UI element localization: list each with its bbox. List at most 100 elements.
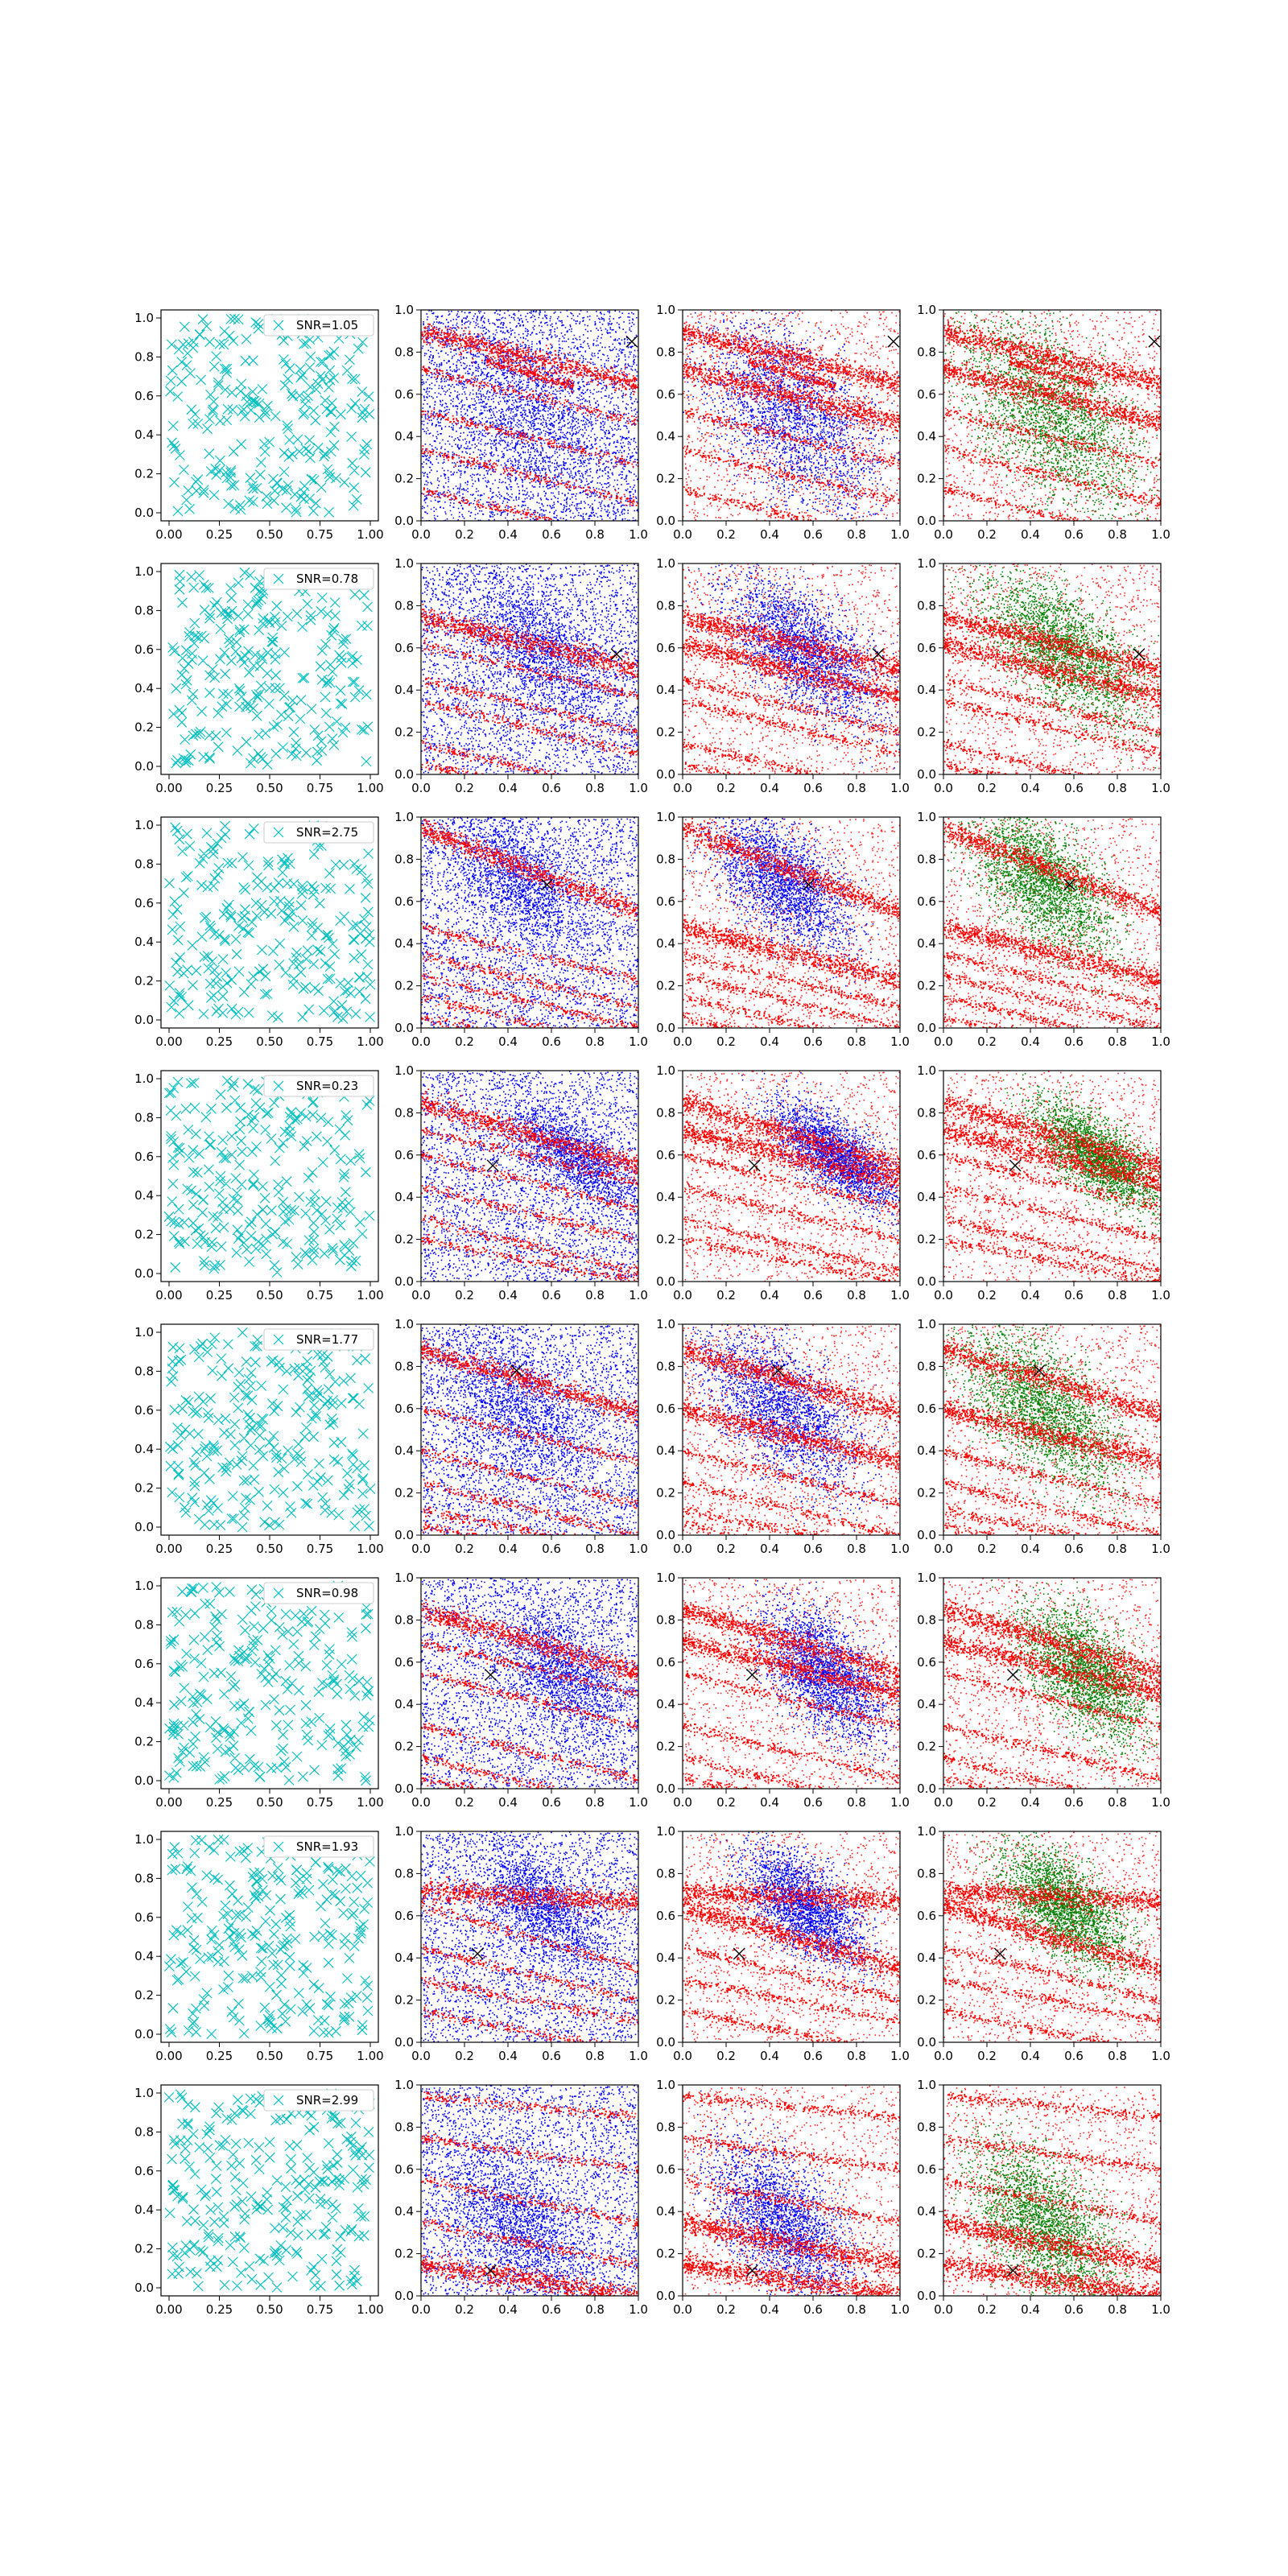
y-tick-label: 0.6 (394, 894, 414, 909)
y-tick-label: 0.6 (134, 1910, 154, 1925)
y-tick-label: 1.0 (394, 556, 414, 571)
y-tick-label: 0.8 (656, 1612, 675, 1627)
x-tick-label: 0.50 (256, 1795, 283, 1810)
x-tick-label: 0.25 (206, 1288, 233, 1302)
legend: SNR=0.78 (264, 568, 374, 589)
x-tick-label: 0.25 (206, 2302, 233, 2317)
y-tick-label: 0.8 (134, 2124, 154, 2139)
x-tick-label: 0.8 (1108, 2302, 1127, 2317)
y-tick-label: 0.8 (394, 852, 414, 866)
y-tick-label: 1.0 (394, 1063, 414, 1078)
y-tick-label: 1.0 (394, 1824, 414, 1839)
x-tick-label: 0.6 (542, 527, 561, 542)
y-tick-label: 1.0 (134, 1832, 154, 1847)
y-tick-label: 0.8 (134, 1617, 154, 1632)
y-tick-label: 0.2 (656, 1740, 675, 1754)
x-tick-label: 0.8 (585, 2049, 605, 2063)
legend: SNR=2.99 (264, 2090, 374, 2111)
x-tick-label: 0.2 (977, 1542, 997, 1556)
x-tick-label: 0.4 (498, 2049, 518, 2063)
y-tick-label: 0.8 (656, 1105, 675, 1120)
x-tick-label: 0.2 (716, 1795, 736, 1810)
y-tick-label: 0.4 (917, 1443, 936, 1458)
legend-label: SNR=0.98 (296, 1586, 358, 1600)
x-tick-label: 0.6 (803, 1034, 823, 1049)
y-tick-label: 0.4 (656, 1190, 675, 1204)
y-tick-label: 0.2 (134, 1988, 154, 2003)
x-tick-label: 0.4 (498, 781, 518, 795)
x-tick-label: 1.0 (629, 527, 648, 542)
x-tick-label: 0.8 (847, 2302, 866, 2317)
y-tick-label: 0.4 (394, 1443, 414, 1458)
y-tick-label: 1.0 (656, 1063, 675, 1078)
x-tick-label: 0.6 (803, 2302, 823, 2317)
x-tick-label: 0.50 (256, 527, 283, 542)
x-tick-label: 0.2 (716, 1288, 736, 1302)
x-tick-label: 0.0 (934, 781, 953, 795)
x-tick-label: 0.6 (542, 1288, 561, 1302)
y-tick-label: 0.2 (394, 1232, 414, 1247)
x-tick-label: 0.75 (307, 2302, 333, 2317)
x-tick-label: 1.0 (629, 1795, 648, 1810)
y-tick-label: 1.0 (656, 810, 675, 824)
y-tick-label: 0.4 (917, 683, 936, 697)
y-tick-label: 1.0 (134, 1071, 154, 1086)
y-tick-label: 0.6 (134, 2164, 154, 2178)
y-tick-label: 0.2 (917, 725, 936, 740)
y-tick-label: 0.6 (656, 387, 675, 402)
legend-label: SNR=1.93 (296, 1839, 358, 1854)
x-tick-label: 0.4 (498, 2302, 518, 2317)
y-tick-label: 0.4 (394, 429, 414, 444)
x-tick-label: 0.4 (1021, 1542, 1040, 1556)
y-tick-label: 0.0 (656, 514, 675, 528)
y-tick-label: 0.2 (656, 1232, 675, 1247)
y-tick-label: 1.0 (917, 1063, 936, 1078)
x-tick-label: 0.25 (206, 1542, 233, 1556)
x-tick-label: 0.75 (307, 2049, 333, 2063)
y-tick-label: 0.0 (656, 1021, 675, 1035)
y-tick-label: 0.2 (394, 1740, 414, 1754)
x-tick-label: 1.0 (629, 1542, 648, 1556)
y-tick-label: 0.6 (134, 389, 154, 403)
x-tick-label: 0.0 (411, 2049, 431, 2063)
x-tick-label: 1.00 (357, 1542, 383, 1556)
x-tick-label: 0.2 (716, 1034, 736, 1049)
y-tick-label: 0.0 (917, 1274, 936, 1289)
y-tick-label: 0.0 (134, 759, 154, 774)
y-tick-label: 1.0 (134, 1579, 154, 1593)
x-tick-label: 0.75 (307, 527, 333, 542)
x-tick-label: 1.0 (1151, 1288, 1170, 1302)
x-tick-label: 0.8 (847, 781, 866, 795)
y-tick-label: 1.0 (917, 1317, 936, 1331)
y-tick-label: 0.4 (917, 1951, 936, 1965)
y-tick-label: 0.4 (134, 427, 154, 442)
legend: SNR=0.98 (264, 1583, 374, 1604)
x-tick-label: 0.6 (542, 2049, 561, 2063)
y-tick-label: 0.8 (656, 1359, 675, 1373)
y-tick-label: 0.4 (656, 1951, 675, 1965)
x-tick-label: 0.00 (155, 1795, 182, 1810)
x-tick-label: 0.4 (760, 2049, 779, 2063)
x-tick-label: 0.6 (803, 1542, 823, 1556)
x-tick-label: 1.00 (357, 527, 383, 542)
y-tick-label: 0.8 (394, 1105, 414, 1120)
y-tick-label: 0.8 (394, 2120, 414, 2134)
x-tick-label: 0.6 (1064, 1795, 1084, 1810)
y-tick-label: 0.0 (917, 514, 936, 528)
x-tick-label: 0.6 (542, 1795, 561, 1810)
y-tick-label: 0.4 (134, 1442, 154, 1456)
x-tick-label: 0.4 (498, 1542, 518, 1556)
y-tick-label: 0.2 (394, 472, 414, 486)
y-tick-label: 0.4 (394, 1697, 414, 1711)
y-tick-label: 0.2 (917, 1993, 936, 2008)
y-tick-label: 0.0 (656, 1528, 675, 1542)
y-tick-label: 0.2 (394, 725, 414, 740)
y-tick-label: 0.8 (134, 1871, 154, 1885)
y-tick-label: 1.0 (917, 1571, 936, 1585)
x-tick-label: 0.75 (307, 1542, 333, 1556)
x-tick-label: 0.0 (411, 1542, 431, 1556)
y-tick-label: 1.0 (394, 810, 414, 824)
y-tick-label: 0.4 (917, 1697, 936, 1711)
x-tick-label: 0.2 (716, 781, 736, 795)
x-tick-label: 0.0 (673, 781, 692, 795)
